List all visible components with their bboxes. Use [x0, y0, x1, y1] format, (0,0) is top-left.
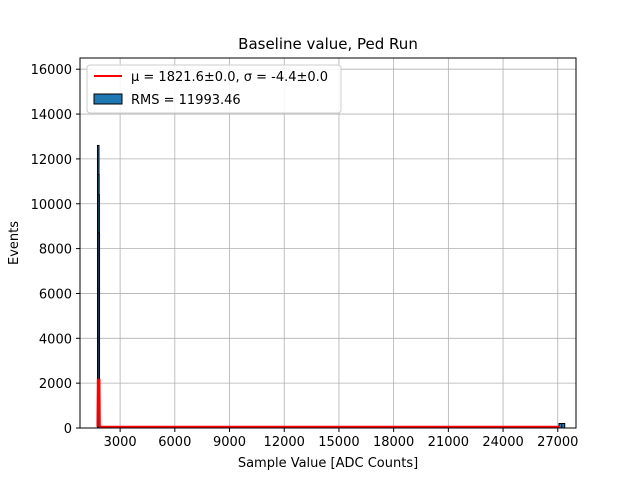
legend-fit-label: μ = 1821.6±0.0, σ = -4.4±0.0	[131, 70, 328, 85]
x-tick-label: 24000	[482, 435, 523, 450]
histogram-bar	[561, 423, 566, 429]
x-tick-label: 12000	[264, 435, 305, 450]
legend: μ = 1821.6±0.0, σ = -4.4±0.0 RMS = 11993…	[86, 64, 342, 114]
x-tick-label: 18000	[373, 435, 414, 450]
y-tick-label: 16000	[31, 63, 72, 78]
y-tick-label: 4000	[39, 332, 72, 347]
plot-frame	[79, 57, 577, 429]
x-tick-label: 27000	[537, 435, 578, 450]
y-tick-label: 0	[64, 422, 72, 437]
x-tick-label: 3000	[104, 435, 137, 450]
fit-line	[96, 378, 560, 428]
chart-title: Baseline value, Ped Run	[238, 35, 418, 53]
legend-box	[86, 64, 342, 114]
y-tick-label: 12000	[31, 153, 72, 168]
fit-curve	[96, 378, 560, 428]
x-tick-label: 21000	[428, 435, 469, 450]
x-axis-label: Sample Value [ADC Counts]	[238, 456, 418, 471]
legend-histogram-swatch	[93, 93, 123, 105]
y-tick-label: 8000	[39, 243, 72, 258]
x-tick-label: 15000	[318, 435, 359, 450]
x-axis-ticks: 3000 6000 9000 12000 15000 18000 21000 24000 270…	[104, 428, 578, 450]
y-tick-label: 6000	[39, 287, 72, 302]
y-tick-label: 10000	[31, 198, 72, 213]
y-tick-label: 2000	[39, 377, 72, 392]
x-tick-label: 6000	[158, 435, 191, 450]
x-tick-label: 9000	[213, 435, 246, 450]
y-axis-label: Events	[7, 221, 22, 265]
y-tick-label: 14000	[31, 108, 72, 123]
legend-histogram-label: RMS = 11993.46	[131, 93, 241, 108]
y-axis-ticks: 0 2000 4000 6000 8000 10000 12000 14000 16000	[31, 63, 80, 437]
